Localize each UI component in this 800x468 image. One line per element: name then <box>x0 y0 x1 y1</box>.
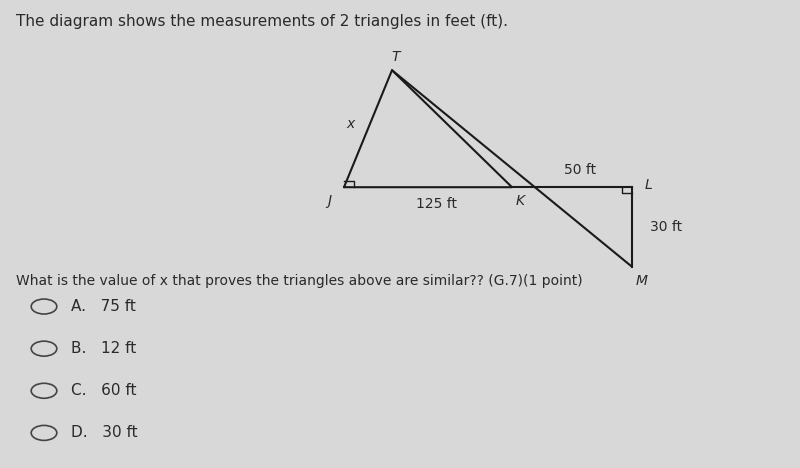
Text: What is the value of x that proves the triangles above are similar?? (G.7)(1 poi: What is the value of x that proves the t… <box>16 274 582 288</box>
Text: 30 ft: 30 ft <box>650 220 682 234</box>
Text: 125 ft: 125 ft <box>415 197 457 211</box>
Text: The diagram shows the measurements of 2 triangles in feet (ft).: The diagram shows the measurements of 2 … <box>16 14 508 29</box>
Text: 50 ft: 50 ft <box>564 163 596 177</box>
Text: T: T <box>391 50 399 64</box>
Text: J: J <box>327 194 331 208</box>
Text: D.   30 ft: D. 30 ft <box>71 425 138 440</box>
Text: x: x <box>346 117 354 131</box>
Text: A.   75 ft: A. 75 ft <box>71 299 136 314</box>
Text: L: L <box>645 178 653 192</box>
Text: M: M <box>636 274 648 288</box>
Text: K: K <box>516 194 525 208</box>
Text: C.   60 ft: C. 60 ft <box>71 383 137 398</box>
Text: B.   12 ft: B. 12 ft <box>71 341 137 356</box>
